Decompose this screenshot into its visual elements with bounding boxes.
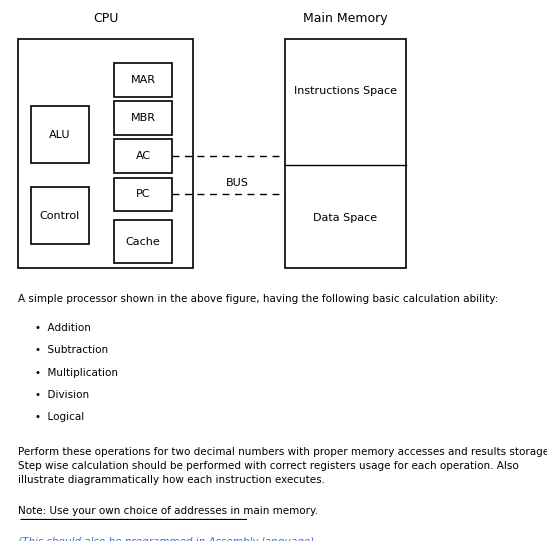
Text: BUS: BUS xyxy=(225,177,248,188)
FancyBboxPatch shape xyxy=(114,63,172,97)
Text: •  Addition: • Addition xyxy=(34,323,91,333)
FancyBboxPatch shape xyxy=(114,140,172,173)
FancyBboxPatch shape xyxy=(114,220,172,263)
FancyBboxPatch shape xyxy=(31,106,89,163)
Text: •  Logical: • Logical xyxy=(34,412,84,423)
FancyBboxPatch shape xyxy=(18,39,193,268)
Text: Instructions Space: Instructions Space xyxy=(294,86,397,96)
FancyBboxPatch shape xyxy=(114,177,172,211)
Text: PC: PC xyxy=(136,189,150,199)
Text: AC: AC xyxy=(136,151,150,161)
Text: ALU: ALU xyxy=(49,130,71,140)
FancyBboxPatch shape xyxy=(114,101,172,135)
FancyBboxPatch shape xyxy=(31,187,89,244)
Text: •  Division: • Division xyxy=(34,390,89,400)
FancyBboxPatch shape xyxy=(285,39,405,268)
Text: Main Memory: Main Memory xyxy=(303,12,387,25)
Text: Note: Use your own choice of addresses in main memory.: Note: Use your own choice of addresses i… xyxy=(18,506,318,516)
Text: Control: Control xyxy=(39,210,80,221)
Text: Data Space: Data Space xyxy=(313,213,377,223)
Text: Perform these operations for two decimal numbers with proper memory accesses and: Perform these operations for two decimal… xyxy=(18,446,547,485)
Text: CPU: CPU xyxy=(93,12,118,25)
Text: MBR: MBR xyxy=(131,113,155,123)
Text: A simple processor shown in the above figure, having the following basic calcula: A simple processor shown in the above fi… xyxy=(18,294,498,304)
Text: Cache: Cache xyxy=(126,237,160,247)
Text: MAR: MAR xyxy=(131,75,155,85)
Text: •  Subtraction: • Subtraction xyxy=(34,345,108,355)
Text: (This should also be programmed in Assembly language): (This should also be programmed in Assem… xyxy=(18,537,315,541)
Text: •  Multiplication: • Multiplication xyxy=(34,367,118,378)
